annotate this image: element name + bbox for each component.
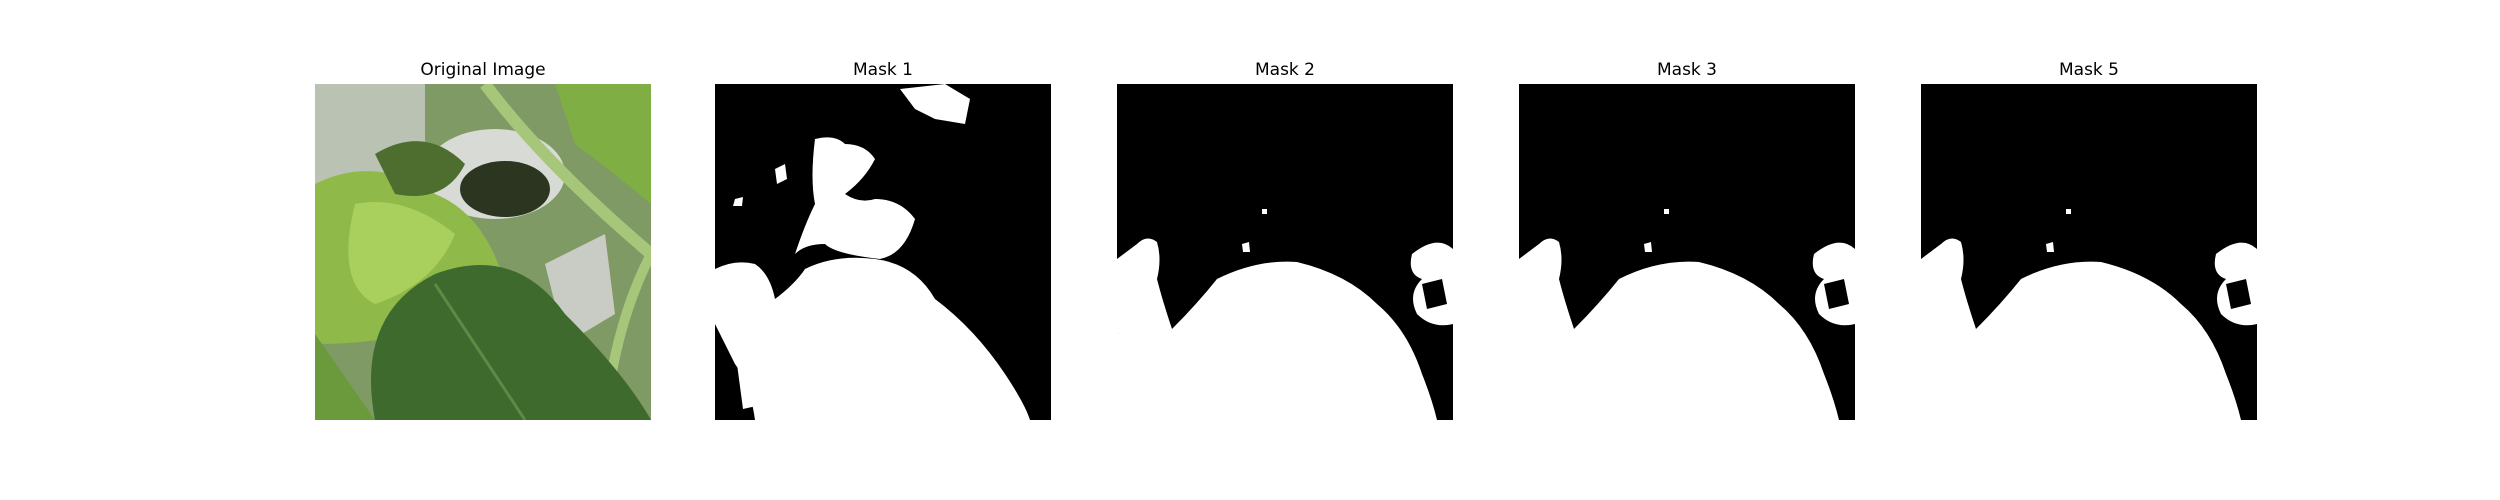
panel-title: Mask 5 [2058, 60, 2119, 80]
panel-title: Mask 2 [1254, 60, 1315, 80]
mask-image [715, 84, 1051, 420]
mask-image [1519, 84, 1855, 420]
panel-title: Mask 3 [1656, 60, 1717, 80]
panel-title: Mask 1 [852, 60, 913, 80]
mask-image [1921, 84, 2257, 420]
panel-title: Original Image [420, 60, 546, 80]
original-photo [315, 84, 651, 420]
mask-image [1117, 84, 1453, 420]
